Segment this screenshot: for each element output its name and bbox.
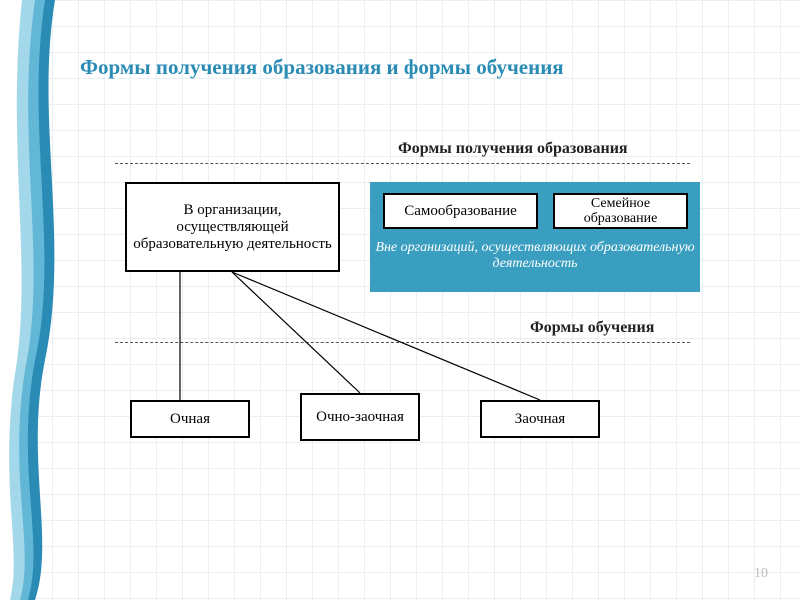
node-family-education: Семейное образование xyxy=(553,193,688,229)
slide-title: Формы получения образования и формы обуч… xyxy=(80,55,564,80)
divider-1 xyxy=(115,163,690,164)
page-number: 10 xyxy=(754,566,768,582)
wave-decoration xyxy=(0,0,70,600)
node-extramural: Заочная xyxy=(480,400,600,438)
connectors xyxy=(0,0,800,600)
node-full-time: Очная xyxy=(130,400,250,438)
node-part-time: Очно-заочная xyxy=(300,393,420,441)
node-self-education: Самообразование xyxy=(383,193,538,229)
divider-2 xyxy=(115,342,690,343)
section-label-education-forms: Формы получения образования xyxy=(398,140,628,158)
section-label-learning-forms: Формы обучения xyxy=(530,319,654,337)
node-in-organization: В организации, осуществляющей образовате… xyxy=(125,182,340,272)
slide: Формы получения образования и формы обуч… xyxy=(0,0,800,600)
outside-org-caption: Вне организаций, осуществляющих образова… xyxy=(370,240,700,272)
